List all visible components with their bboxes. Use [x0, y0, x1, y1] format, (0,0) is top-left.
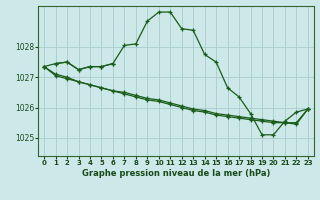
- X-axis label: Graphe pression niveau de la mer (hPa): Graphe pression niveau de la mer (hPa): [82, 169, 270, 178]
